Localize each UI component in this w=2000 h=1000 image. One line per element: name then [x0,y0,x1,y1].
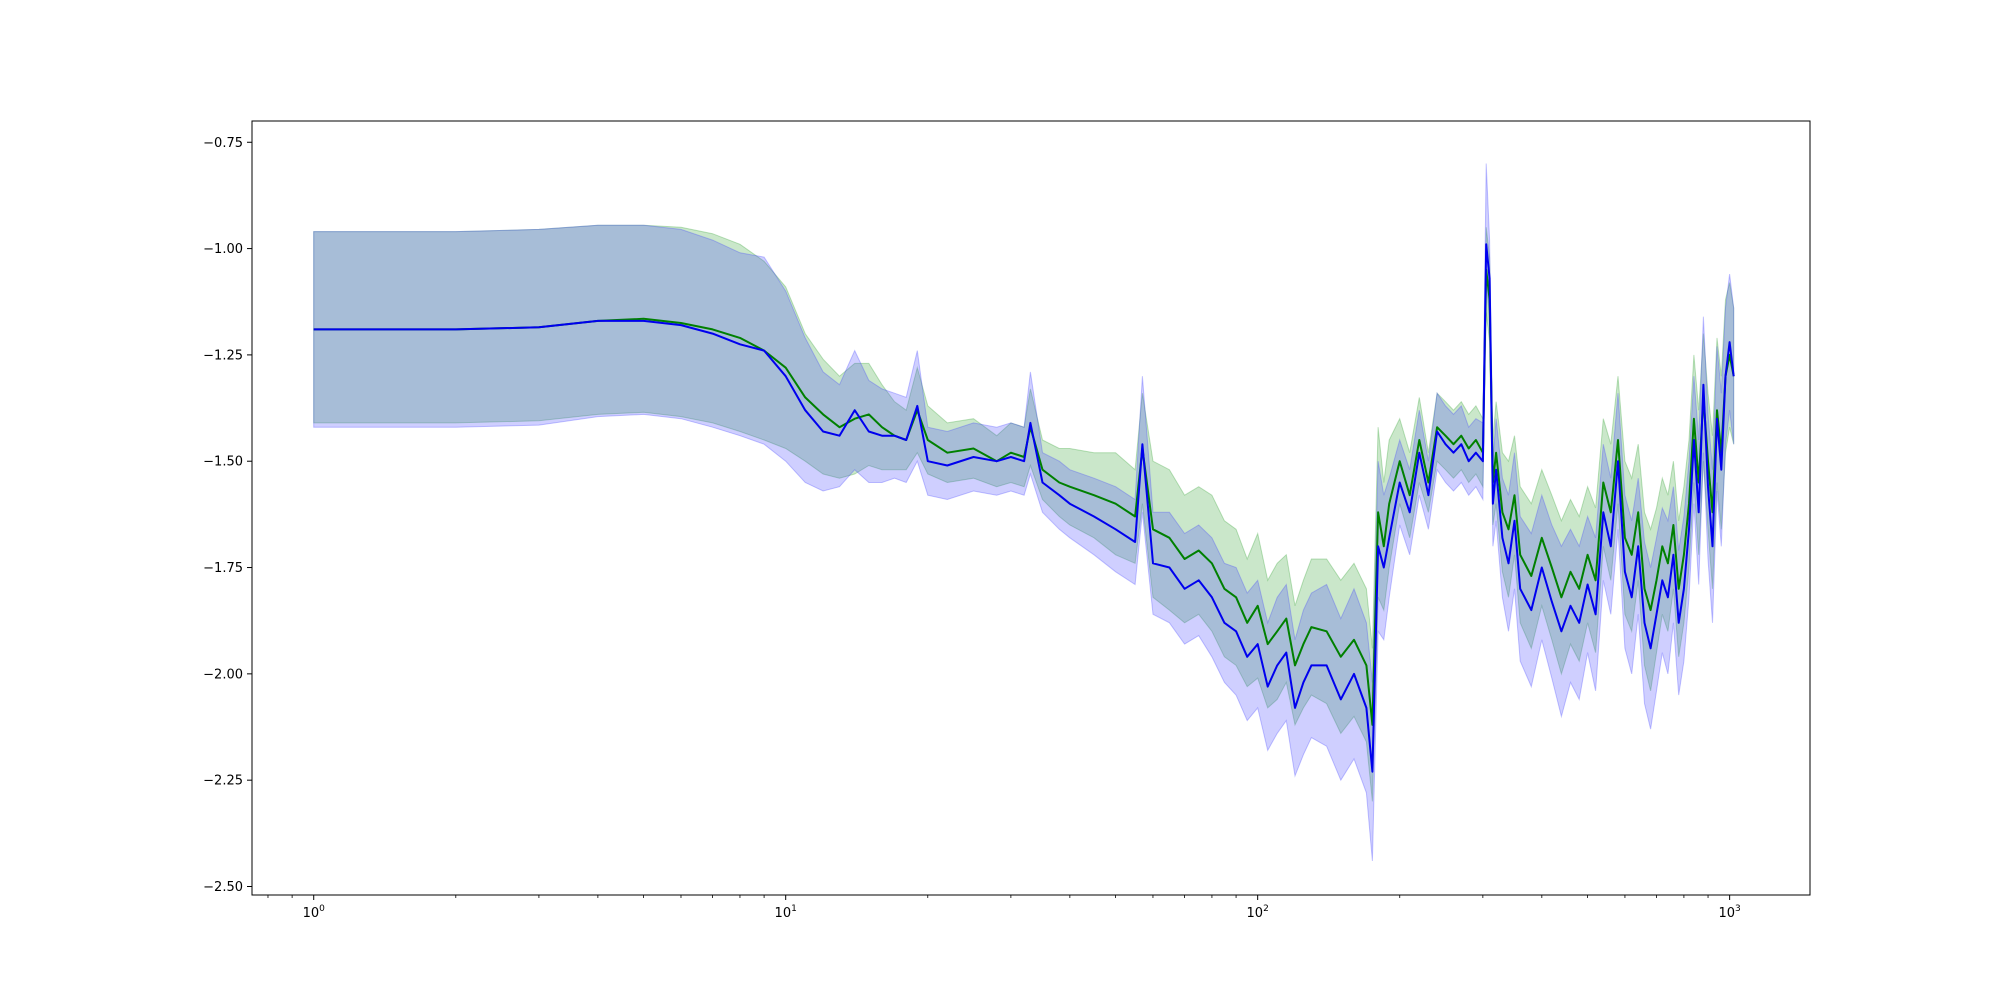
x-tick-label: 102 [1247,904,1269,921]
y-tick-label: −1.50 [203,455,243,470]
series-2-band [313,163,1735,862]
y-tick-label: −2.50 [203,880,243,895]
series-1-line [313,268,1735,726]
x-tick-label: 101 [775,904,797,921]
confidence-bands [313,163,1735,862]
x-axis: 100 101 102 103 [267,895,1741,921]
x-tick-label: 103 [1719,904,1741,921]
x-tick-label: 100 [303,904,326,921]
y-axis: −0.75 −1.00 −1.25 −1.50 −1.75 −2.00 −2.25 −2.50 [203,136,252,895]
y-tick-label: −1.25 [203,348,243,363]
y-tick-label: −1.00 [203,242,243,257]
series-2-line [313,243,1735,773]
y-tick-label: −0.75 [203,136,243,151]
y-tick-label: −1.75 [203,561,243,576]
series-1-band [313,224,1735,802]
y-tick-label: −2.25 [203,774,243,789]
plot-frame [251,120,1811,896]
y-tick-label: −2.00 [203,667,243,682]
series-lines [313,243,1735,773]
